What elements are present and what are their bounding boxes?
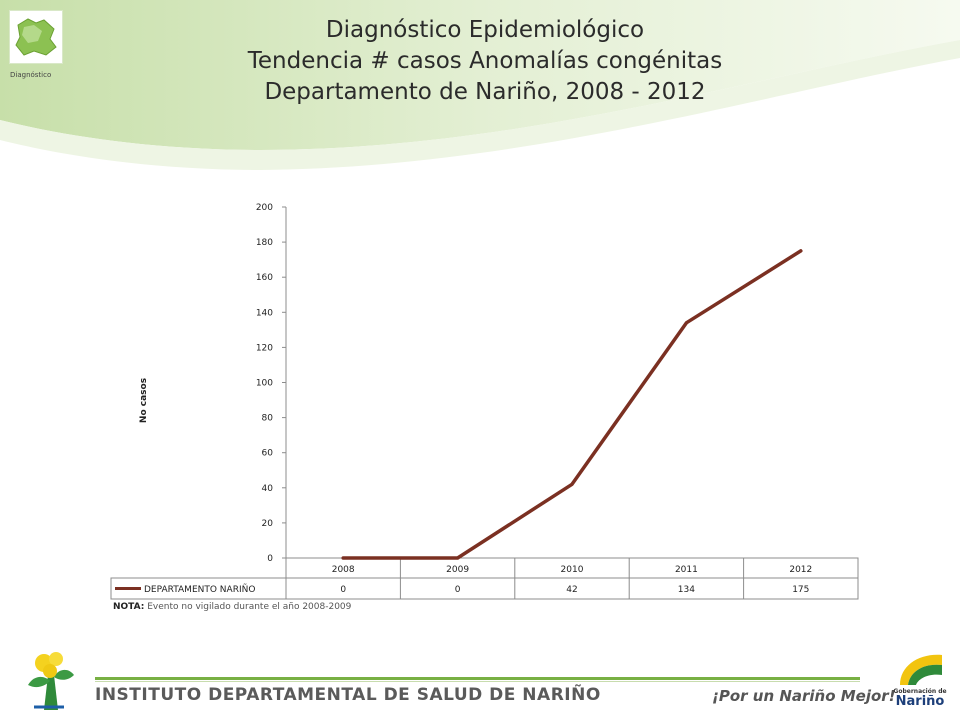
x-category-label: 2009 [446,565,469,575]
series-point [570,482,574,486]
data-table-value: 134 [678,585,695,595]
data-table-value: 0 [340,585,346,595]
y-tick-label: 180 [256,238,273,248]
footer-divider [95,677,860,680]
y-tick-label: 100 [256,379,273,389]
series-point [684,321,688,325]
gobernacion-label-small: Gobernación de [893,688,947,695]
series-name-label: DEPARTAMENTO NARIÑO [144,584,255,595]
y-tick-label: 20 [262,519,274,529]
title-line-1: Diagnóstico Epidemiológico [325,17,645,43]
series-point [799,249,803,253]
chart-note-text: Evento no vigilado durante el año 2008-2… [144,602,351,612]
data-table-value: 0 [455,585,461,595]
footer-divider-thin [95,681,860,682]
data-table-value: 175 [792,585,809,595]
y-tick-label: 60 [262,449,274,459]
title-line-3: Departamento de Nariño, 2008 - 2012 [264,79,706,105]
header-swoosh-background [0,0,960,170]
y-tick-label: 40 [262,484,274,494]
map-icon [15,18,57,56]
diagnostico-logo [9,10,63,64]
chart-note-label: NOTA: [113,602,144,612]
logo-caption: Diagnóstico [10,71,52,79]
x-category-label: 2008 [332,565,355,575]
institute-name: INSTITUTO DEPARTAMENTAL DE SALUD DE NARI… [95,685,601,705]
series-line-departamento-narino [341,249,803,560]
data-table-value: 42 [566,585,577,595]
y-tick-label: 140 [256,308,273,318]
series-point [341,556,345,560]
y-tick-label: 200 [256,203,273,213]
y-tick-label: 160 [256,273,273,283]
gobernacion-label-big: Nariño [895,694,945,709]
page-title: Diagnóstico Epidemiológico Tendencia # c… [150,15,820,108]
y-axis-label: No casos [139,378,149,423]
title-line-2: Tendencia # casos Anomalías congénitas [247,48,723,74]
y-tick-label: 0 [267,554,273,564]
institute-logo [28,652,74,710]
series-point [456,556,460,560]
x-category-label: 2011 [675,565,698,575]
x-category-label: 2010 [561,565,584,575]
x-category-label: 2012 [789,565,812,575]
slogan: ¡Por un Nariño Mejor! [712,687,896,705]
y-tick-label: 120 [256,343,273,353]
chart-note: NOTA: Evento no vigilado durante el año … [113,602,352,612]
gobernacion-logo [900,654,942,685]
y-tick-label: 80 [262,414,274,424]
